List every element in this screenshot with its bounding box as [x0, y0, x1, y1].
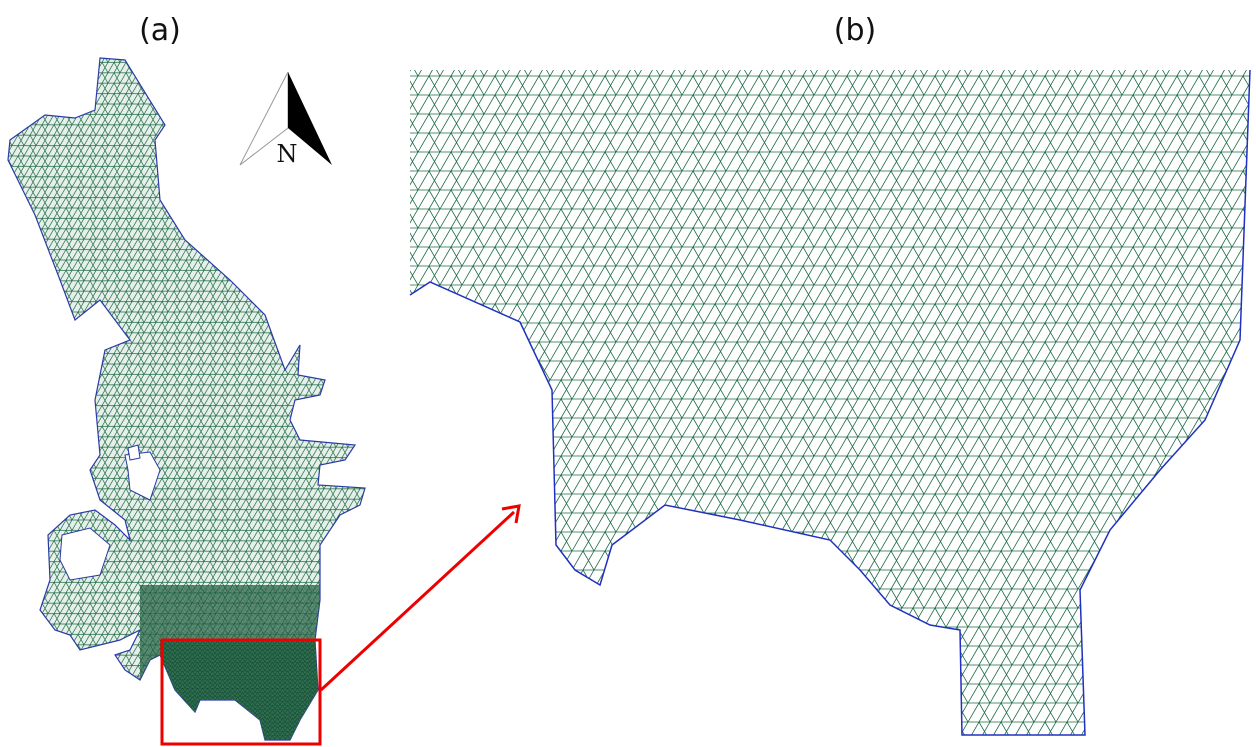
mesh-overview — [8, 58, 365, 747]
north-label: N — [277, 140, 298, 168]
panel-label: (b) — [834, 13, 876, 48]
zoom-arrow — [321, 506, 519, 690]
north-arrow: N — [240, 72, 332, 168]
mesh-detail — [410, 70, 1250, 735]
panel-label: (a) — [139, 13, 181, 48]
figure: (a) (b) N — [0, 0, 1256, 747]
